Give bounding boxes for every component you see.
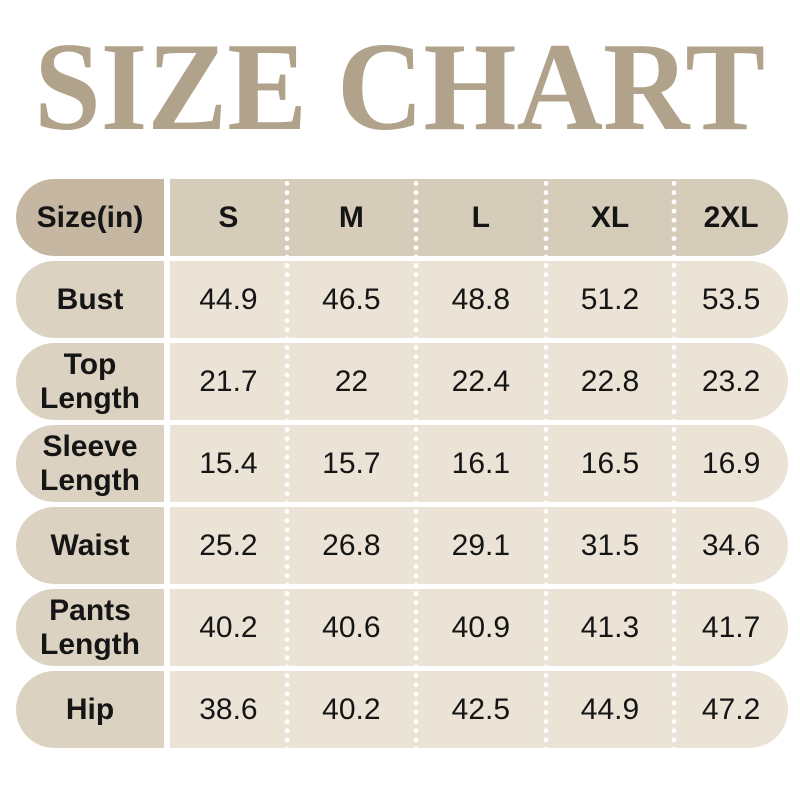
measurement-value: 53.5 (701, 282, 761, 316)
size-column-header: XL (590, 200, 630, 234)
measurement-value: 26.8 (322, 528, 381, 562)
measurement-value: 15.4 (199, 446, 258, 480)
measurement-value: 16.5 (580, 446, 640, 480)
dotted-separator (283, 589, 290, 666)
measurement-value: 46.5 (322, 282, 381, 316)
dotted-separator (542, 179, 549, 256)
table-row: Pants Length 40.2 40.6 40.9 41.3 41.7 (16, 589, 788, 666)
measurement-value: 40.2 (199, 610, 258, 644)
measurement-value: 16.1 (451, 446, 511, 480)
measurement-value: 42.5 (451, 692, 511, 726)
measurement-value: 22.8 (580, 364, 640, 398)
dotted-separator (412, 425, 419, 502)
dotted-separator (412, 343, 419, 420)
dotted-separator (283, 179, 290, 256)
measurement-value: 25.2 (199, 528, 258, 562)
corner-header-cell: Size(in) (16, 179, 164, 256)
dotted-separator (283, 261, 290, 338)
measurement-value: 40.6 (322, 610, 381, 644)
size-column-header: L (471, 200, 490, 234)
table-row: Hip 38.6 40.2 42.5 44.9 47.2 (16, 671, 788, 748)
measurement-value: 41.7 (701, 610, 761, 644)
table-body: Bust 44.9 46.5 48.8 51.2 53.5 Top Length 21.… (16, 261, 788, 748)
page-title: SIZE CHART (34, 18, 766, 157)
dotted-separator (412, 179, 419, 256)
dotted-separator (671, 261, 678, 338)
dotted-separator (671, 589, 678, 666)
measurement-value: 15.7 (322, 446, 381, 480)
row-values: 40.2 40.6 40.9 41.3 41.7 (170, 589, 788, 666)
measurement-value: 40.2 (322, 692, 381, 726)
row-label: Sleeve Length (16, 425, 164, 502)
dotted-separator (412, 589, 419, 666)
dotted-separator (412, 671, 419, 748)
measurement-value: 22.4 (451, 364, 511, 398)
measurement-value: 31.5 (580, 528, 640, 562)
row-label: Waist (16, 507, 164, 584)
dotted-separator (671, 343, 678, 420)
dotted-separator (671, 507, 678, 584)
dotted-separator (542, 425, 549, 502)
measurement-value: 29.1 (451, 528, 511, 562)
size-column-header: S (218, 200, 239, 234)
measurement-value: 38.6 (199, 692, 258, 726)
row-values: 44.9 46.5 48.8 51.2 53.5 (170, 261, 788, 338)
measurement-value: 23.2 (701, 364, 761, 398)
dotted-separator (542, 589, 549, 666)
measurement-value: 40.9 (451, 610, 511, 644)
measurement-value: 16.9 (701, 446, 761, 480)
row-label: Pants Length (16, 589, 164, 666)
row-values: 38.6 40.2 42.5 44.9 47.2 (170, 671, 788, 748)
dotted-separator (283, 343, 290, 420)
dotted-separator (412, 507, 419, 584)
row-label: Hip (16, 671, 164, 748)
dotted-separator (671, 425, 678, 502)
dotted-separator (542, 671, 549, 748)
measurement-value: 41.3 (580, 610, 640, 644)
table-header-row: Size(in) S M L XL 2XL (16, 179, 788, 256)
dotted-separator (542, 343, 549, 420)
header-size-cells: S M L XL 2XL (170, 179, 788, 256)
size-table: Size(in) S M L XL 2XL Bust 44.9 46.5 48.8 51.2 5… (16, 179, 788, 753)
table-row: Sleeve Length 15.4 15.7 16.1 16.5 16.9 (16, 425, 788, 502)
row-values: 15.4 15.7 16.1 16.5 16.9 (170, 425, 788, 502)
measurement-value: 21.7 (199, 364, 258, 398)
size-column-header: M (338, 200, 364, 234)
dotted-separator (671, 671, 678, 748)
measurement-value: 47.2 (701, 692, 761, 726)
dotted-separator (283, 671, 290, 748)
row-label: Bust (16, 261, 164, 338)
title-wrap: SIZE CHART (0, 0, 800, 162)
measurement-value: 34.6 (701, 528, 761, 562)
measurement-value: 44.9 (199, 282, 258, 316)
dotted-separator (671, 179, 678, 256)
table-row: Waist 25.2 26.8 29.1 31.5 34.6 (16, 507, 788, 584)
row-values: 21.7 22 22.4 22.8 23.2 (170, 343, 788, 420)
size-column-header: 2XL (703, 200, 759, 234)
dotted-separator (542, 507, 549, 584)
measurement-value: 44.9 (580, 692, 640, 726)
dotted-separator (283, 507, 290, 584)
dotted-separator (542, 261, 549, 338)
row-values: 25.2 26.8 29.1 31.5 34.6 (170, 507, 788, 584)
table-row: Bust 44.9 46.5 48.8 51.2 53.5 (16, 261, 788, 338)
measurement-value: 22 (334, 364, 369, 398)
row-label: Top Length (16, 343, 164, 420)
measurement-value: 48.8 (451, 282, 511, 316)
dotted-separator (412, 261, 419, 338)
measurement-value: 51.2 (580, 282, 640, 316)
table-row: Top Length 21.7 22 22.4 22.8 23.2 (16, 343, 788, 420)
dotted-separator (283, 425, 290, 502)
